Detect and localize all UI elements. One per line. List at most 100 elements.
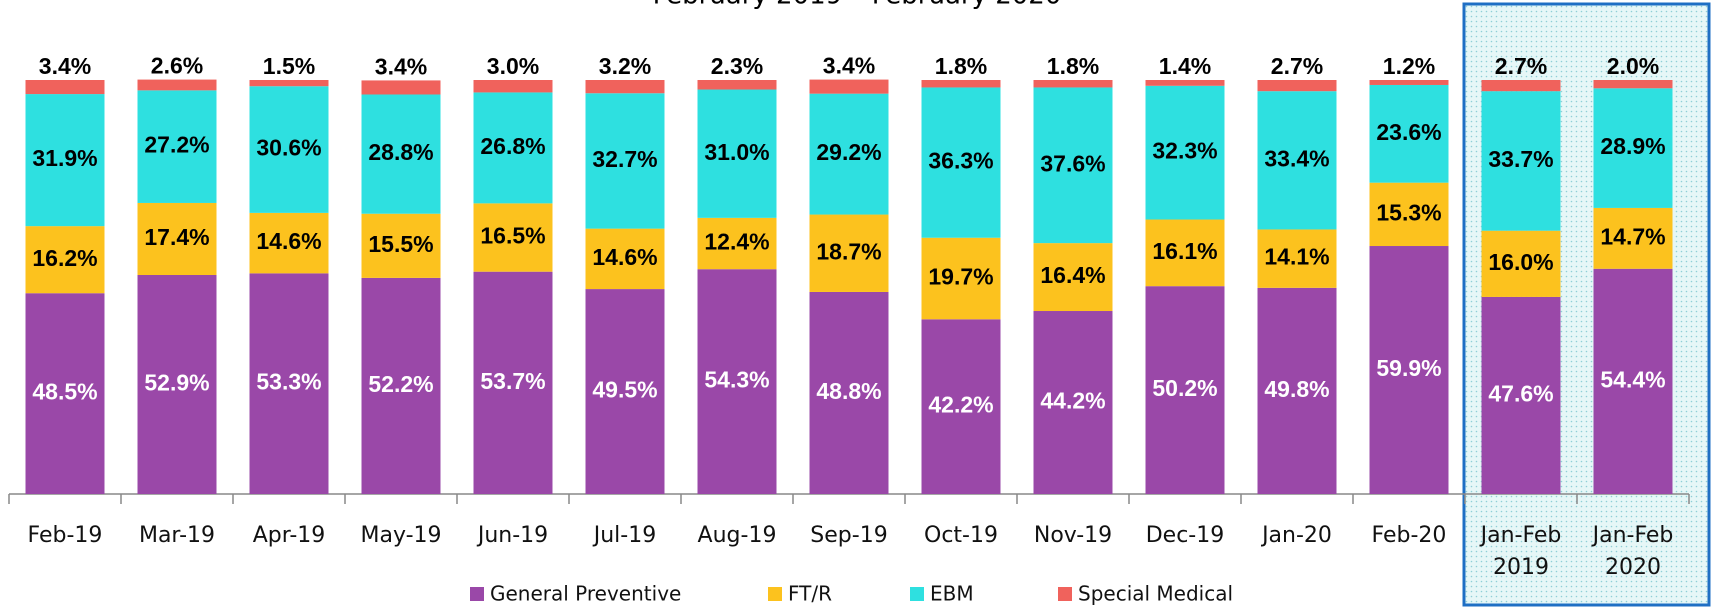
bar-segment xyxy=(249,86,329,213)
value-label: 14.6% xyxy=(592,244,657,270)
bar-segment xyxy=(1033,311,1113,494)
value-label: 32.7% xyxy=(592,146,657,172)
x-tick-label: Sep-19 xyxy=(810,523,888,548)
value-label: 2.7% xyxy=(1271,53,1323,79)
bar-segment xyxy=(1257,80,1337,92)
value-label: 1.8% xyxy=(1047,53,1099,79)
bar-segment xyxy=(137,90,217,203)
bar-segment xyxy=(585,93,665,229)
bar-segment xyxy=(921,237,1001,320)
bar-segment xyxy=(809,291,889,494)
bar-segment xyxy=(1257,229,1337,288)
value-label: 59.9% xyxy=(1376,355,1441,381)
bar-segment xyxy=(697,80,777,90)
bar-segment xyxy=(809,214,889,292)
bar-segment xyxy=(473,271,553,494)
x-tick-label: Oct-19 xyxy=(924,523,998,548)
value-label: 14.6% xyxy=(256,228,321,254)
bar-segment xyxy=(361,277,441,494)
x-tick-label: Jan-Feb 2020 xyxy=(1592,523,1674,580)
value-label: 1.5% xyxy=(263,53,315,79)
bar-segment xyxy=(361,94,441,214)
value-label: 3.0% xyxy=(487,53,539,79)
value-label: 29.2% xyxy=(816,139,881,165)
value-label: 28.9% xyxy=(1600,133,1665,159)
value-label: 48.8% xyxy=(816,378,881,404)
value-label: 54.3% xyxy=(704,367,769,393)
bar-segment xyxy=(249,273,329,494)
value-label: 37.6% xyxy=(1040,150,1105,176)
bar-segment xyxy=(585,80,665,94)
x-tick-label: Aug-19 xyxy=(697,523,777,548)
x-tick-label: Jan-Feb 2019 xyxy=(1480,523,1562,580)
bar-segment xyxy=(697,89,777,218)
value-label: 44.2% xyxy=(1040,388,1105,414)
value-label: 16.2% xyxy=(32,245,97,271)
bar-segment xyxy=(809,79,889,94)
legend-swatch xyxy=(1058,587,1072,601)
bar-segment xyxy=(809,93,889,215)
x-tick-label: Jun-19 xyxy=(477,523,549,548)
value-label: 2.0% xyxy=(1607,53,1659,79)
bar-segment xyxy=(1481,91,1561,231)
x-tick-label: Dec-19 xyxy=(1145,523,1225,548)
value-label: 3.4% xyxy=(375,53,427,79)
bar-segment xyxy=(249,80,329,87)
bar-segment xyxy=(361,80,441,95)
value-label: 32.3% xyxy=(1152,138,1217,164)
value-label: 19.7% xyxy=(928,264,993,290)
value-label: 16.5% xyxy=(480,223,545,249)
value-label: 26.8% xyxy=(480,133,545,159)
bar-segment xyxy=(1257,287,1337,494)
value-label: 16.0% xyxy=(1488,249,1553,275)
value-label: 49.5% xyxy=(592,377,657,403)
bar-segment xyxy=(1145,219,1225,287)
bar-segment xyxy=(473,80,553,93)
legend-label: EBM xyxy=(930,582,974,606)
value-label: 49.8% xyxy=(1264,376,1329,402)
value-label: 1.8% xyxy=(935,53,987,79)
value-label: 16.4% xyxy=(1040,262,1105,288)
value-label: 31.9% xyxy=(32,145,97,171)
legend-label: FT/R xyxy=(788,582,832,606)
value-label: 2.3% xyxy=(711,53,763,79)
bar-segment xyxy=(1033,87,1113,244)
bar-segment xyxy=(137,79,217,91)
bar-segment xyxy=(1369,182,1449,247)
value-label: 1.2% xyxy=(1383,53,1435,79)
bar-segment xyxy=(1593,207,1673,269)
x-tick-label: Feb-20 xyxy=(1371,523,1447,548)
bar-segment xyxy=(697,269,777,494)
value-label: 48.5% xyxy=(32,379,97,405)
value-label: 47.6% xyxy=(1488,381,1553,407)
bar-segment xyxy=(1481,230,1561,297)
value-label: 2.7% xyxy=(1495,53,1547,79)
value-label: 52.9% xyxy=(144,370,209,396)
value-label: 3.2% xyxy=(599,53,651,79)
bar-segment xyxy=(1369,246,1449,494)
bar-segment xyxy=(1033,243,1113,312)
value-label: 36.3% xyxy=(928,148,993,174)
value-label: 15.3% xyxy=(1376,199,1441,225)
value-label: 31.0% xyxy=(704,139,769,165)
value-label: 50.2% xyxy=(1152,375,1217,401)
value-label: 30.6% xyxy=(256,135,321,161)
legend-label: General Preventive xyxy=(490,582,681,606)
x-tick-label: May-19 xyxy=(360,523,442,548)
bar-segment xyxy=(1145,80,1225,86)
bar-segment xyxy=(1369,84,1449,183)
chart-subtitle: February 2019 – February 2020 xyxy=(653,0,1062,11)
value-label: 54.4% xyxy=(1600,366,1665,392)
bar-segment xyxy=(25,94,105,227)
value-label: 52.2% xyxy=(368,371,433,397)
value-label: 33.4% xyxy=(1264,145,1329,171)
bar-segment xyxy=(137,202,217,275)
x-tick-label: Jan-20 xyxy=(1262,523,1332,548)
value-label: 14.1% xyxy=(1264,244,1329,270)
bar-segment xyxy=(249,212,329,274)
bar-segment xyxy=(921,80,1001,88)
value-label: 42.2% xyxy=(928,392,993,418)
value-label: 16.1% xyxy=(1152,238,1217,264)
bar-segment xyxy=(25,80,105,95)
